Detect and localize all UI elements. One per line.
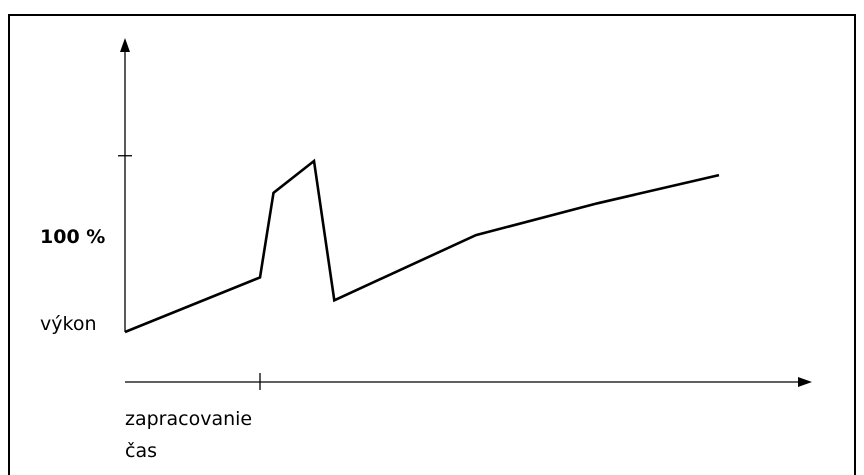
y-axis-label: výkon: [40, 313, 96, 335]
x-axis-arrow: [798, 377, 812, 387]
x-axis-label-line1: zapracovanie: [125, 408, 252, 430]
x-axis-label-line2: čas: [125, 440, 157, 462]
y-axis-arrow: [120, 38, 130, 52]
chart-frame: [8, 14, 856, 475]
y-tick-label: 100 %: [40, 226, 105, 248]
series-line: [124, 158, 720, 334]
